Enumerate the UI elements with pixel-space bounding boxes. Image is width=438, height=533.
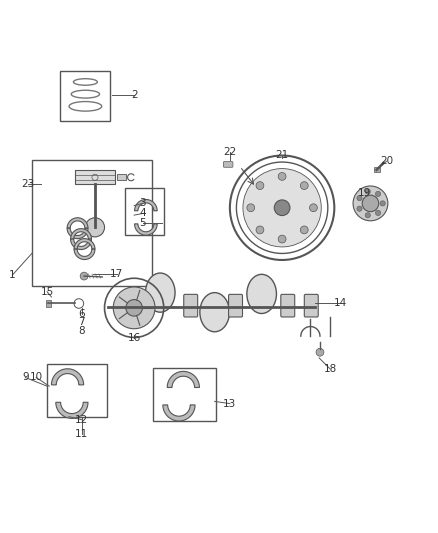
- Text: 16: 16: [127, 333, 141, 343]
- Text: 7: 7: [78, 317, 85, 327]
- Bar: [117, 174, 126, 180]
- Text: 14: 14: [334, 298, 347, 309]
- Circle shape: [278, 173, 286, 180]
- Bar: [32, 160, 152, 286]
- Text: 12: 12: [75, 415, 88, 425]
- Polygon shape: [134, 199, 157, 211]
- Polygon shape: [167, 372, 199, 387]
- Circle shape: [316, 349, 324, 356]
- Bar: [125, 188, 164, 235]
- Bar: [60, 71, 110, 120]
- Text: 19: 19: [358, 188, 371, 198]
- Circle shape: [247, 204, 254, 212]
- Polygon shape: [163, 405, 195, 421]
- Polygon shape: [51, 369, 84, 385]
- Circle shape: [375, 191, 381, 197]
- Text: 3: 3: [140, 198, 146, 208]
- Polygon shape: [67, 228, 88, 239]
- Circle shape: [278, 235, 286, 243]
- Text: 6: 6: [78, 309, 85, 319]
- Polygon shape: [67, 218, 88, 228]
- Circle shape: [375, 211, 381, 215]
- Polygon shape: [71, 239, 92, 249]
- Text: 5: 5: [140, 218, 146, 228]
- Ellipse shape: [247, 274, 276, 313]
- Polygon shape: [74, 249, 95, 260]
- Circle shape: [310, 204, 318, 212]
- FancyBboxPatch shape: [281, 294, 295, 317]
- Circle shape: [357, 196, 362, 201]
- Circle shape: [365, 213, 371, 218]
- Circle shape: [380, 201, 385, 206]
- Text: 20: 20: [380, 156, 393, 166]
- Text: 4: 4: [140, 208, 146, 219]
- Circle shape: [126, 300, 142, 316]
- Polygon shape: [74, 239, 95, 249]
- Ellipse shape: [145, 273, 175, 312]
- Text: 21: 21: [276, 150, 289, 160]
- Ellipse shape: [200, 293, 230, 332]
- Text: 10: 10: [30, 373, 43, 383]
- Text: 13: 13: [223, 399, 237, 409]
- Circle shape: [274, 200, 290, 215]
- Bar: [46, 300, 51, 308]
- Polygon shape: [134, 224, 157, 235]
- Text: 17: 17: [110, 269, 124, 279]
- Circle shape: [362, 195, 379, 212]
- FancyBboxPatch shape: [304, 294, 318, 317]
- Circle shape: [256, 226, 264, 234]
- Bar: [374, 167, 380, 172]
- Circle shape: [85, 218, 105, 237]
- Circle shape: [353, 186, 388, 221]
- Text: 11: 11: [75, 429, 88, 439]
- Polygon shape: [71, 229, 92, 239]
- Circle shape: [80, 272, 88, 280]
- Circle shape: [300, 182, 308, 190]
- Circle shape: [256, 182, 264, 190]
- Text: 22: 22: [223, 147, 237, 157]
- Circle shape: [300, 226, 308, 234]
- Bar: [75, 171, 115, 184]
- FancyBboxPatch shape: [223, 161, 233, 167]
- Text: 8: 8: [78, 326, 85, 336]
- FancyBboxPatch shape: [184, 294, 198, 317]
- Circle shape: [113, 287, 155, 329]
- Circle shape: [357, 206, 362, 211]
- Text: 9: 9: [22, 373, 28, 383]
- Text: 2: 2: [131, 90, 138, 100]
- FancyBboxPatch shape: [123, 294, 137, 317]
- FancyBboxPatch shape: [229, 294, 243, 317]
- Text: 23: 23: [21, 179, 34, 189]
- Polygon shape: [56, 402, 88, 418]
- Text: 18: 18: [323, 364, 337, 374]
- Bar: [153, 368, 216, 421]
- Text: 1: 1: [9, 270, 16, 280]
- Text: 15: 15: [40, 287, 54, 297]
- Circle shape: [243, 168, 321, 247]
- Circle shape: [365, 189, 371, 194]
- Bar: [47, 364, 107, 417]
